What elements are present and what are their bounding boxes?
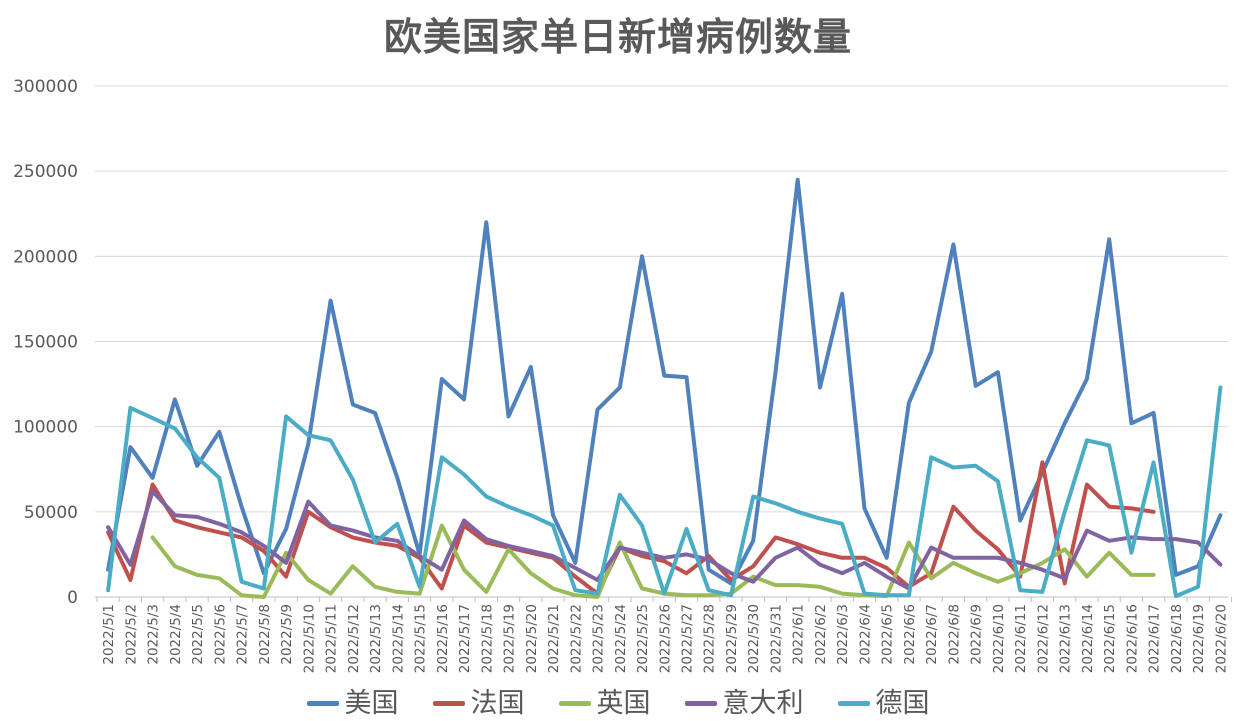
- y-axis-tick-label: 150000: [13, 333, 78, 353]
- chart-title: 欧美国家单日新增病例数量: [383, 15, 852, 59]
- y-axis-tick-label: 200000: [13, 247, 78, 267]
- y-axis-tick-label: 250000: [13, 162, 78, 182]
- legend-label: 德国: [875, 688, 930, 719]
- x-axis-tick-label: 2022/6/13: [1058, 604, 1074, 673]
- x-axis-tick-label: 2022/5/23: [591, 604, 607, 673]
- series-line-德国: [106, 385, 1223, 599]
- legend-label: 意大利: [722, 688, 804, 719]
- x-axis-tick-label: 2022/6/18: [1169, 604, 1185, 673]
- x-axis-tick-label: 2022/5/26: [657, 604, 673, 673]
- x-axis-tick-label: 2022/5/14: [390, 604, 406, 673]
- x-axis-tick-label: 2022/5/2: [123, 604, 139, 665]
- x-axis-tick-label: 2022/6/4: [857, 604, 873, 665]
- x-axis-tick-label: 2022/5/18: [479, 604, 495, 673]
- x-axis-tick-label: 2022/5/25: [635, 604, 651, 673]
- x-axis-tick-label: 2022/6/3: [835, 604, 851, 665]
- legend-line-swatch: [684, 701, 717, 706]
- x-axis-tick-label: 2022/5/3: [146, 604, 162, 665]
- x-axis-tick-label: 2022/5/7: [235, 604, 251, 665]
- y-axis-tick-label: 50000: [24, 503, 78, 523]
- legend-line-swatch: [306, 701, 339, 706]
- legend-line-swatch: [558, 701, 591, 706]
- x-axis-tick-label: 2022/5/12: [346, 604, 362, 673]
- x-axis-tick-label: 2022/6/12: [1035, 604, 1051, 673]
- x-axis-tick-label: 2022/5/1: [101, 604, 117, 665]
- x-axis-tick-label: 2022/5/17: [457, 604, 473, 673]
- x-axis-tick-label: 2022/6/19: [1191, 604, 1207, 673]
- x-axis-tick-label: 2022/5/27: [679, 604, 695, 673]
- x-axis-tick-label: 2022/5/6: [212, 604, 228, 665]
- x-axis-tick-label: 2022/6/11: [1013, 604, 1029, 673]
- x-axis-tick-label: 2022/5/30: [746, 604, 762, 673]
- chart-legend: 美国 法国 英国 意大利 德国: [0, 690, 1236, 717]
- legend-item-4: 德国: [837, 688, 930, 719]
- legend-label: 英国: [596, 688, 651, 719]
- x-axis-tick-label: 2022/5/28: [702, 604, 718, 673]
- x-axis-tick-label: 2022/5/22: [568, 604, 584, 673]
- series-line-英国: [150, 523, 1156, 599]
- x-axis-tick-label: 2022/5/4: [168, 604, 184, 665]
- x-axis-tick-label: 2022/5/31: [768, 604, 784, 673]
- y-axis-tick-label: 0: [67, 588, 78, 608]
- x-axis-tick-label: 2022/5/21: [546, 604, 562, 673]
- legend-line-swatch: [837, 701, 870, 706]
- x-axis-tick-label: 2022/6/1: [791, 604, 807, 665]
- x-axis-tick-label: 2022/5/8: [257, 604, 273, 665]
- legend-label: 法国: [470, 688, 525, 719]
- legend-item-2: 英国: [558, 688, 651, 719]
- x-axis-tick-label: 2022/6/9: [969, 604, 985, 665]
- legend-item-0: 美国: [306, 688, 399, 719]
- x-axis-tick-label: 2022/6/15: [1102, 604, 1118, 673]
- x-axis-tick-label: 2022/6/17: [1147, 604, 1163, 673]
- legend-line-swatch: [432, 701, 465, 706]
- x-axis-tick-label: 2022/6/8: [946, 604, 962, 665]
- x-axis-tick-label: 2022/5/13: [368, 604, 384, 673]
- y-axis-tick-label: 300000: [13, 77, 78, 97]
- x-axis-tick-label: 2022/5/10: [301, 604, 317, 673]
- x-axis-tick-label: 2022/5/5: [190, 604, 206, 665]
- x-axis-tick-label: 2022/5/19: [502, 604, 518, 673]
- x-axis-tick-label: 2022/5/9: [279, 604, 295, 665]
- legend-item-3: 意大利: [684, 688, 804, 719]
- series-line-美国: [106, 177, 1223, 586]
- legend-label: 美国: [344, 688, 399, 719]
- x-axis-tick-label: 2022/6/6: [902, 604, 918, 665]
- x-axis-tick-label: 2022/5/29: [724, 604, 740, 673]
- x-axis-tick-label: 2022/5/15: [413, 604, 429, 673]
- x-axis-tick-label: 2022/6/10: [991, 604, 1007, 673]
- x-axis-tick-label: 2022/6/2: [813, 604, 829, 665]
- series-line-意大利: [106, 489, 1223, 591]
- x-axis-tick-label: 2022/6/5: [880, 604, 896, 665]
- x-axis-tick-label: 2022/5/24: [613, 604, 629, 673]
- x-axis-tick-label: 2022/5/20: [524, 604, 540, 673]
- x-axis-tick-label: 2022/6/7: [924, 604, 940, 665]
- x-axis-tick-label: 2022/6/16: [1124, 604, 1140, 673]
- x-axis-tick-label: 2022/6/20: [1213, 604, 1229, 673]
- x-axis-tick-label: 2022/5/11: [324, 604, 340, 673]
- y-axis-tick-label: 100000: [13, 418, 78, 438]
- x-axis-tick-label: 2022/6/14: [1080, 604, 1096, 673]
- legend-item-1: 法国: [432, 688, 525, 719]
- x-axis-tick-label: 2022/5/16: [435, 604, 451, 673]
